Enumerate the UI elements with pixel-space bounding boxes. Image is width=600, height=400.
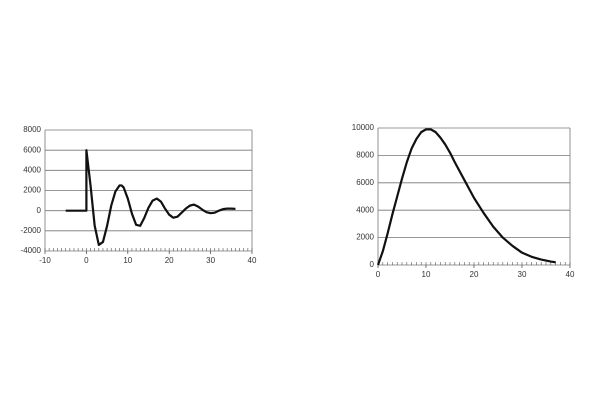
x-tick-label: 0 <box>84 256 89 265</box>
x-tick-label: 20 <box>470 270 479 279</box>
data-line <box>65 149 236 247</box>
y-tick-label: 6000 <box>23 145 41 154</box>
y-tick-label: 2000 <box>356 233 374 242</box>
y-tick-label: 8000 <box>356 151 374 160</box>
data-line <box>376 128 556 266</box>
x-tick-label: 40 <box>248 256 257 265</box>
y-tick-label: 0 <box>370 260 375 269</box>
y-tick-label: 6000 <box>356 178 374 187</box>
x-tick-label: 20 <box>165 256 174 265</box>
x-tick-label: 40 <box>566 270 575 279</box>
y-tick-label: 4000 <box>23 165 41 174</box>
y-tick-label: 10000 <box>352 123 375 132</box>
x-tick-label: 10 <box>422 270 431 279</box>
y-tick-label: -4000 <box>21 246 42 255</box>
x-tick-label: 0 <box>376 270 381 279</box>
y-tick-label: -2000 <box>21 226 42 235</box>
x-tick-label: -10 <box>39 256 51 265</box>
x-tick-label: 30 <box>518 270 527 279</box>
x-tick-label: 10 <box>123 256 132 265</box>
y-tick-label: 0 <box>37 206 42 215</box>
y-tick-label: 4000 <box>356 205 374 214</box>
y-tick-label: 2000 <box>23 186 41 195</box>
y-tick-label: 8000 <box>23 125 41 134</box>
x-tick-label: 30 <box>206 256 215 265</box>
